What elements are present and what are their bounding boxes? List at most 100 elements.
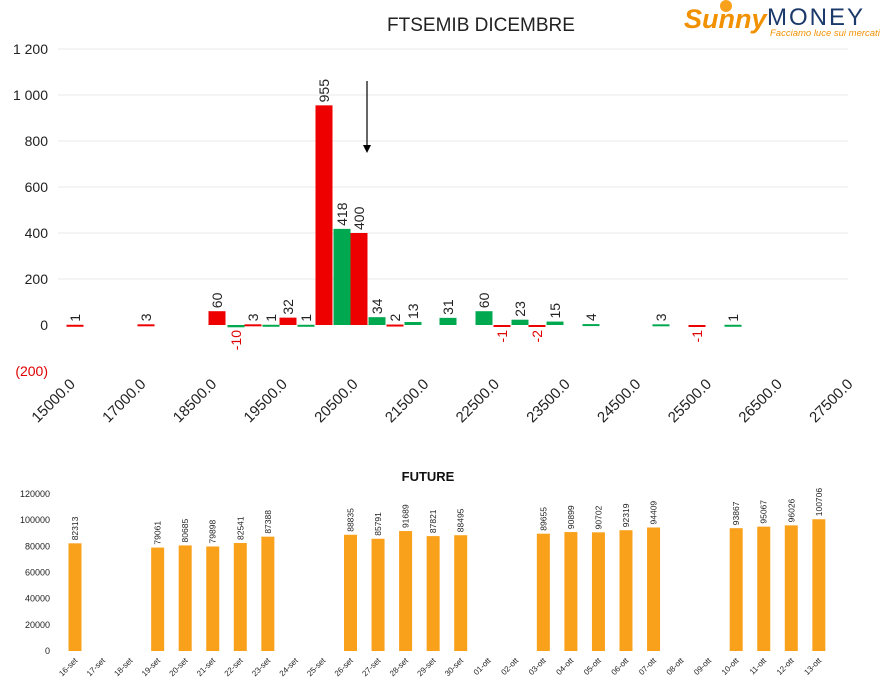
x-tick-label: 13-ott bbox=[802, 656, 823, 677]
data-label: 1 bbox=[67, 314, 83, 322]
data-label: 93867 bbox=[731, 501, 741, 525]
data-label: 2 bbox=[387, 314, 403, 322]
x-tick-label: 02-ott bbox=[499, 656, 520, 677]
logo-word-sunny: Sunny bbox=[684, 4, 768, 34]
data-label: -2 bbox=[529, 330, 545, 343]
y-tick-label: 80000 bbox=[25, 541, 50, 551]
data-label: 96026 bbox=[786, 498, 796, 522]
data-label: 89655 bbox=[538, 507, 548, 531]
bar bbox=[439, 317, 457, 325]
future-chart: FUTURE 0 20000 40000 60000 80000 100000 120000… bbox=[20, 469, 826, 679]
arrow-annotation bbox=[363, 81, 371, 153]
data-label: 90702 bbox=[593, 505, 603, 529]
bar bbox=[564, 532, 578, 651]
x-tick-label: 24-set bbox=[278, 656, 301, 679]
y-tick-label: 60000 bbox=[25, 568, 50, 578]
bar bbox=[344, 534, 357, 651]
data-label: 87388 bbox=[263, 510, 273, 534]
data-label: 1 bbox=[298, 314, 314, 322]
data-label: 4 bbox=[583, 313, 599, 321]
x-tick-label: 26500.0 bbox=[735, 376, 785, 426]
bar bbox=[812, 519, 826, 651]
data-label: 3 bbox=[245, 313, 261, 321]
x-tick-label: 11-ott bbox=[748, 656, 769, 677]
bar bbox=[582, 324, 600, 327]
x-tick-label: 08-ott bbox=[665, 656, 686, 677]
data-label: -1 bbox=[689, 330, 705, 343]
bar bbox=[386, 324, 404, 327]
bar bbox=[724, 324, 742, 327]
data-labels: 82313 79061 80685 79898 82541 87388 88835 85791… bbox=[70, 488, 824, 545]
data-label: 90899 bbox=[566, 505, 576, 529]
data-label: 88835 bbox=[346, 508, 356, 532]
bar bbox=[399, 531, 413, 651]
bar bbox=[178, 545, 192, 651]
data-label: 1 bbox=[263, 314, 279, 322]
bar bbox=[297, 324, 315, 327]
data-label: 3 bbox=[653, 313, 669, 321]
y-tick-label: 0 bbox=[40, 317, 48, 333]
data-label: 15 bbox=[547, 303, 563, 319]
options-chart: FTSEMIB DICEMBRE 1 200 1 000 800 600 400 200 0… bbox=[13, 15, 857, 426]
x-tick-label: 23-set bbox=[250, 656, 273, 679]
x-tick-label: 06-ott bbox=[610, 656, 631, 677]
data-label: 3 bbox=[138, 313, 154, 321]
x-axis: 16-set 17-set 18-set 19-set 20-set 21-set 22-s… bbox=[57, 656, 823, 679]
data-label: 60 bbox=[209, 292, 225, 308]
data-label: 94409 bbox=[649, 501, 659, 525]
bar bbox=[511, 319, 529, 325]
bar bbox=[475, 311, 493, 325]
chart-title: FUTURE bbox=[402, 469, 455, 484]
data-label: -10 bbox=[228, 330, 244, 350]
x-tick-label: 28-set bbox=[388, 656, 411, 679]
bar bbox=[68, 543, 82, 651]
data-label: 13 bbox=[405, 303, 421, 319]
x-tick-label: 27500.0 bbox=[806, 376, 856, 426]
bar bbox=[66, 324, 84, 327]
bar bbox=[368, 317, 386, 325]
data-label: 88495 bbox=[456, 508, 466, 532]
bar bbox=[333, 228, 351, 325]
grid bbox=[58, 48, 848, 280]
bar bbox=[528, 325, 546, 327]
logo-word-money: MONEY bbox=[767, 4, 865, 31]
bar bbox=[261, 536, 275, 651]
data-label: 82541 bbox=[235, 516, 245, 540]
x-tick-label: 05-ott bbox=[582, 656, 603, 677]
x-tick-label: 22-set bbox=[223, 656, 246, 679]
y-tick-label: 200 bbox=[25, 271, 49, 287]
x-tick-label: 20500.0 bbox=[311, 376, 361, 426]
data-label: 80685 bbox=[180, 519, 190, 543]
y-tick-label: (200) bbox=[15, 363, 48, 379]
bar bbox=[227, 325, 245, 328]
data-label: 91689 bbox=[401, 504, 411, 528]
data-label: 85791 bbox=[373, 512, 383, 536]
x-tick-label: 21500.0 bbox=[382, 376, 432, 426]
x-tick-label: 17-set bbox=[85, 656, 108, 679]
x-tick-label: 19-set bbox=[140, 656, 163, 679]
x-tick-label: 25500.0 bbox=[665, 376, 715, 426]
x-tick-label: 18-set bbox=[112, 656, 135, 679]
x-tick-label: 15000.0 bbox=[28, 376, 78, 426]
data-label: 60 bbox=[476, 292, 492, 308]
y-axis: 1 200 1 000 800 600 400 200 0 (200) bbox=[13, 41, 48, 379]
bar bbox=[206, 546, 220, 651]
x-tick-label: 25-set bbox=[305, 656, 328, 679]
data-label: 955 bbox=[316, 79, 332, 103]
bar bbox=[729, 528, 743, 651]
bar bbox=[279, 317, 297, 325]
y-tick-label: 600 bbox=[25, 179, 49, 195]
bar bbox=[784, 525, 798, 651]
data-label: 95067 bbox=[759, 500, 769, 524]
x-tick-label: 19500.0 bbox=[241, 376, 291, 426]
x-tick-label: 03-ott bbox=[527, 656, 548, 677]
x-tick-label: 30-set bbox=[443, 656, 466, 679]
x-tick-label: 10-ott bbox=[720, 656, 741, 677]
x-axis: 15000.0 17000.0 18500.0 19500.0 20500.0 21500… bbox=[28, 376, 856, 426]
x-tick-label: 04-ott bbox=[554, 656, 575, 677]
bar bbox=[404, 322, 422, 325]
bar bbox=[546, 321, 564, 325]
bar bbox=[536, 533, 550, 651]
data-label: 418 bbox=[334, 202, 350, 226]
